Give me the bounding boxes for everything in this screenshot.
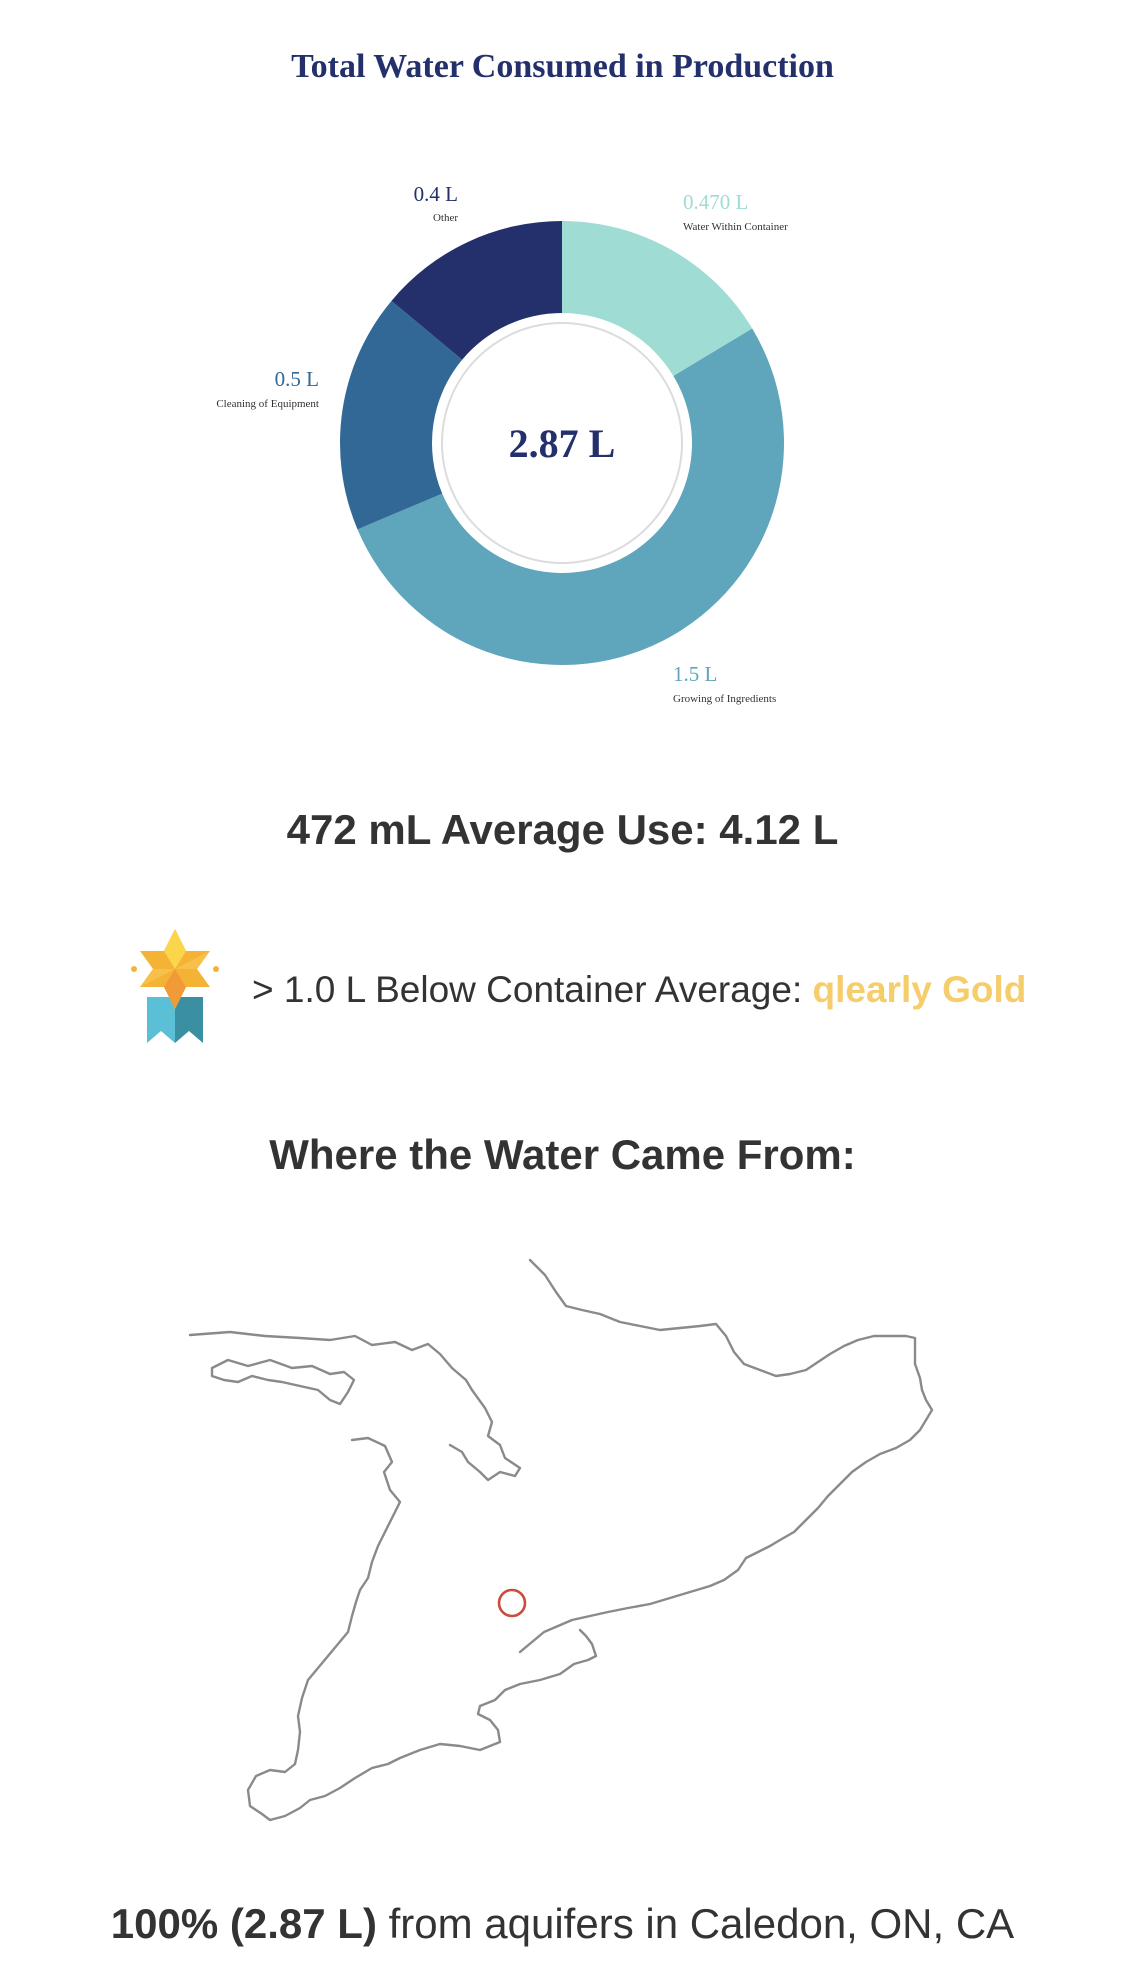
label-name-other: Other: [433, 212, 458, 224]
label-value-water-within: 0.470 L: [683, 190, 748, 214]
label-value-cleaning: 0.5 L: [275, 367, 319, 391]
source-heading: Where the Water Came From:: [269, 1131, 856, 1178]
label-name-cleaning: Cleaning of Equipment: [216, 398, 319, 410]
badge-text: > 1.0 L Below Container Average: qlearly…: [252, 969, 1026, 1011]
water-source-summary: 100% (2.87 L) from aquifers in Caledon, …: [0, 1900, 1125, 1948]
donut-slice-other: [391, 221, 562, 360]
medal-icon: [131, 929, 219, 1043]
donut-center-ring: [441, 322, 683, 564]
donut-slice-cleaning-of-equipment: [340, 300, 463, 530]
donut-slice-growing-of-ingredients: [357, 328, 785, 666]
water-donut-chart: 2.87 L 0.470 L Water Within Container 1.…: [216, 182, 788, 705]
label-value-growing: 1.5 L: [673, 662, 717, 686]
badge-rank: qlearly Gold: [812, 969, 1027, 1010]
label-name-growing: Growing of Ingredients: [673, 693, 776, 705]
badge-prefix: > 1.0 L Below Container Average:: [252, 969, 813, 1010]
map-shoreline-west: [246, 1436, 598, 1822]
map-shoreline-top: [528, 1258, 917, 1378]
source-summary-rest: from aquifers in Caledon, ON, CA: [376, 1900, 1015, 1947]
southern-ontario-map: [188, 1258, 934, 1822]
map-shoreline-north: [188, 1330, 522, 1482]
average-use-text: 472 mL Average Use: 4.12 L: [286, 806, 839, 853]
donut-center-label: 2.87 L: [509, 421, 616, 466]
label-value-other: 0.4 L: [414, 182, 458, 206]
chart-title: Total Water Consumed in Production: [291, 48, 834, 85]
donut-slice-water-within-container: [562, 221, 753, 376]
label-name-water-within: Water Within Container: [683, 221, 788, 233]
badge-row: > 1.0 L Below Container Average: qlearly…: [130, 925, 1026, 1055]
source-summary-bold: 100% (2.87 L): [110, 1900, 377, 1947]
map-island: [210, 1358, 356, 1406]
map-marker-circle: [497, 1588, 527, 1618]
map-shoreline-south: [518, 1362, 934, 1654]
